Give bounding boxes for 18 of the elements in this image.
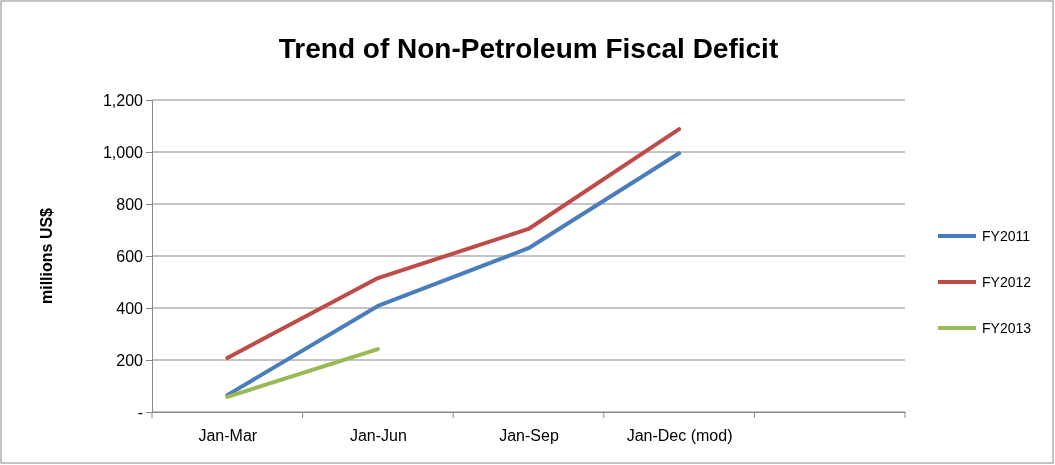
legend-label: FY2011 <box>982 228 1031 244</box>
y-tick-label: 1,000 <box>102 143 144 161</box>
x-tick-label: Jan-Mar <box>198 427 258 445</box>
legend-label: FY2013 <box>982 320 1032 336</box>
y-tick-label: 400 <box>116 299 144 317</box>
y-tick-label: 600 <box>116 247 144 265</box>
y-tick-label: 200 <box>116 351 144 369</box>
line-series <box>225 127 682 360</box>
y-tick-label: - <box>137 403 143 421</box>
y-axis-title: millions US$ <box>38 207 55 305</box>
y-tick-label: 1,200 <box>102 91 144 109</box>
chart-title: Trend of Non-Petroleum Fiscal Deficit <box>278 33 779 64</box>
x-tick-label: Jan-Jun <box>349 427 407 445</box>
line-series <box>225 151 682 398</box>
x-tick-label: Jan-Sep <box>499 427 559 445</box>
x-tick-label: Jan-Dec (mod) <box>626 427 733 445</box>
y-tick-label: 800 <box>116 195 144 213</box>
legend-label: FY2012 <box>982 274 1032 290</box>
